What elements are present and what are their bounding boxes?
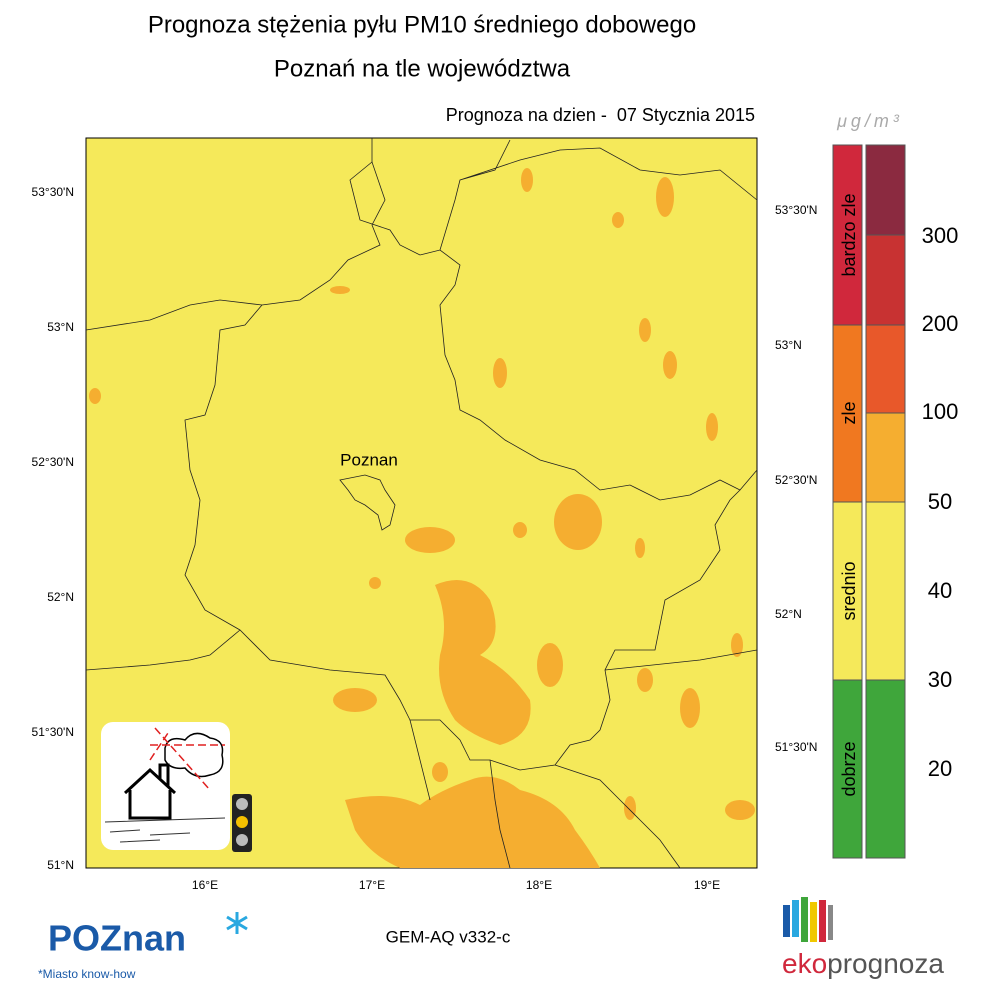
city-slogan: *Miasto know-how <box>38 967 136 981</box>
brand: ekoprognoza <box>782 948 944 979</box>
footer: POZnan *Miasto know-how GEM-AQ v332-c ek… <box>38 897 944 981</box>
city-label: Poznan <box>340 450 398 469</box>
lat-label: 51°30'N <box>32 725 74 739</box>
lon-label: 16°E <box>192 878 218 892</box>
scale-label: 200 <box>922 311 959 336</box>
pollution-areas <box>89 168 755 868</box>
lat-label: 52°30'N <box>775 473 817 487</box>
map: Poznan 53°30'N 53°N 52°30'N 52°N 51°30'N… <box>32 137 817 892</box>
category-label: dobrze <box>839 741 859 796</box>
unit: μg/m³ <box>836 111 903 131</box>
subtitle: Poznań na tle województwa <box>274 55 571 82</box>
title: Prognoza stężenia pyłu PM10 średniego do… <box>148 11 696 38</box>
smog-icon <box>101 722 252 852</box>
legend: μg/m³ bardzo zle zle srednio dobrze 300 … <box>832 111 959 859</box>
lat-labels-right: 53°30'N 53°N 52°30'N 52°N 51°30'N <box>775 203 817 754</box>
lat-label: 52°N <box>47 590 74 604</box>
brand-prefix: eko <box>782 948 827 979</box>
lon-label: 17°E <box>359 878 385 892</box>
scale-band <box>865 234 906 326</box>
lon-label: 18°E <box>526 878 552 892</box>
lon-labels: 16°E 17°E 18°E 19°E <box>192 878 720 892</box>
logo-star <box>226 912 248 934</box>
lat-label: 53°N <box>47 320 74 334</box>
brand-suffix: prognoza <box>827 948 944 979</box>
lat-label: 53°N <box>775 338 802 352</box>
scale-label: 40 <box>928 578 952 603</box>
category-label: srednio <box>839 561 859 620</box>
lon-label: 19°E <box>694 878 720 892</box>
category-label: bardzo zle <box>839 193 859 276</box>
lat-label: 51°N <box>47 858 74 872</box>
lat-label: 52°30'N <box>32 455 74 469</box>
forecast-date: Prognoza na dzien - 07 Stycznia 2015 <box>446 105 755 125</box>
scale-label: 100 <box>922 399 959 424</box>
scale-band <box>865 501 906 681</box>
category-band <box>832 501 863 681</box>
scale-label: 50 <box>928 489 952 514</box>
scale-band <box>865 324 906 414</box>
scale-label: 20 <box>928 756 952 781</box>
region-borders <box>85 138 758 869</box>
lat-label: 53°30'N <box>32 185 74 199</box>
category-band <box>832 679 863 859</box>
city-logo: POZnan <box>48 918 186 959</box>
scale-band <box>865 144 906 236</box>
scale-band <box>865 679 906 859</box>
brand-bars <box>783 897 833 942</box>
lat-labels-left: 53°30'N 53°N 52°30'N 52°N 51°30'N 51°N <box>32 185 74 872</box>
scale-band <box>865 412 906 503</box>
model-name: GEM-AQ v332-c <box>386 927 511 946</box>
lat-label: 51°30'N <box>775 740 817 754</box>
lat-label: 52°N <box>775 607 802 621</box>
lat-label: 53°30'N <box>775 203 817 217</box>
scale-label: 30 <box>928 667 952 692</box>
scale-label: 300 <box>922 223 959 248</box>
category-label: zle <box>839 401 859 424</box>
